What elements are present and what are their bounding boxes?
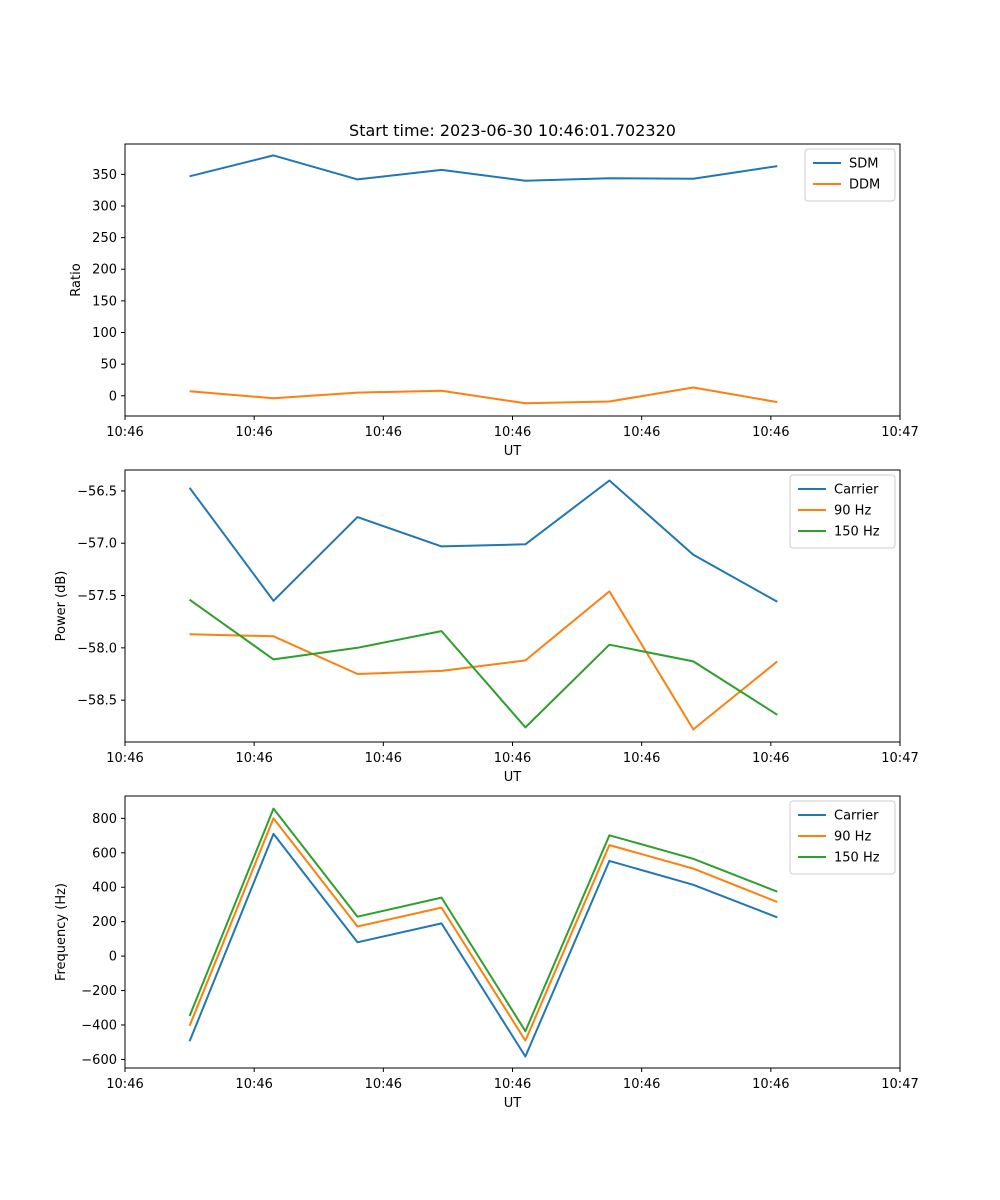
y-tick-label: −400 bbox=[81, 1018, 117, 1033]
x-tick-label: 10:46 bbox=[494, 1077, 531, 1092]
y-tick-label: −56.5 bbox=[77, 484, 117, 499]
series-line-90-hz bbox=[189, 590, 778, 731]
y-tick-label: 250 bbox=[92, 231, 117, 246]
y-tick-label: 300 bbox=[92, 199, 117, 214]
legend-box bbox=[789, 474, 896, 549]
y-tick-label: 100 bbox=[92, 326, 117, 341]
y-tick-label: 50 bbox=[100, 358, 117, 373]
y-tick-label: 200 bbox=[92, 915, 117, 930]
x-tick-label: 10:46 bbox=[623, 1077, 660, 1092]
y-axis-label: Frequency (Hz) bbox=[54, 883, 69, 981]
x-tick-label: 10:46 bbox=[494, 425, 531, 440]
subplot-3: 10:46 10:46 10:46 10:46 10:46 10:46 10:47 −600 −… bbox=[54, 795, 919, 1111]
x-tick-label: 10:47 bbox=[881, 425, 918, 440]
series-line-90-hz bbox=[188, 817, 778, 1042]
y-tick-label: 200 bbox=[92, 263, 117, 278]
legend-entry: 150 Hz bbox=[834, 525, 880, 540]
x-tick-label: 10:46 bbox=[365, 1077, 402, 1092]
x-tick-label: 10:46 bbox=[235, 1077, 272, 1092]
legend-entry: Carrier bbox=[834, 809, 879, 824]
legend: Carrier 90 Hz 150 Hz bbox=[789, 474, 896, 549]
y-tick-label: −600 bbox=[81, 1053, 117, 1068]
x-tick-label: 10:46 bbox=[623, 425, 660, 440]
series-line-sdm bbox=[189, 154, 778, 182]
y-tick-label: −58.5 bbox=[77, 694, 117, 709]
x-tick-label: 10:46 bbox=[365, 751, 402, 766]
y-tick-label: 0 bbox=[109, 950, 117, 965]
y-tick-label: −57.5 bbox=[77, 589, 117, 604]
x-axis-label: UT bbox=[504, 1096, 522, 1111]
x-tick-label: 10:46 bbox=[623, 751, 660, 766]
x-tick-label: 10:46 bbox=[752, 751, 789, 766]
x-axis-label: UT bbox=[504, 444, 522, 459]
plots: 10:46 10:46 10:46 10:46 10:46 10:46 10:47 0 50 10… bbox=[54, 143, 919, 1111]
y-tick-label: −57.0 bbox=[77, 537, 117, 552]
y-tick-label: 0 bbox=[109, 389, 117, 404]
x-tick-label: 10:46 bbox=[752, 1077, 789, 1092]
y-axis-label: Power (dB) bbox=[54, 571, 69, 642]
x-tick-label: 10:47 bbox=[881, 751, 918, 766]
x-tick-label: 10:46 bbox=[752, 425, 789, 440]
y-axis-label: Ratio bbox=[69, 263, 84, 296]
legend-entry: 90 Hz bbox=[834, 830, 871, 845]
y-tick-label: 600 bbox=[92, 846, 117, 861]
figure-title: Start time: 2023-06-30 10:46:01.702320 bbox=[349, 121, 676, 140]
series-line-ddm bbox=[189, 386, 778, 405]
y-tick-label: 350 bbox=[92, 168, 117, 183]
subplot-1: 10:46 10:46 10:46 10:46 10:46 10:46 10:47 0 50 10… bbox=[69, 143, 919, 459]
series-line-carrier bbox=[188, 832, 778, 1058]
y-tick-label: 400 bbox=[92, 881, 117, 896]
legend-entry: SDM bbox=[849, 157, 878, 172]
series-line-carrier bbox=[188, 479, 778, 603]
legend-entry: 90 Hz bbox=[834, 504, 871, 519]
x-tick-label: 10:47 bbox=[881, 1077, 918, 1092]
legend: SDM DDM bbox=[804, 148, 896, 202]
legend-entry: Carrier bbox=[834, 483, 879, 498]
y-tick-label: 150 bbox=[92, 294, 117, 309]
x-tick-label: 10:46 bbox=[106, 751, 143, 766]
x-tick-label: 10:46 bbox=[365, 425, 402, 440]
legend-entry: 150 Hz bbox=[834, 851, 880, 866]
y-tick-label: −200 bbox=[81, 984, 117, 999]
subplot-2: 10:46 10:46 10:46 10:46 10:46 10:46 10:47 −58.5… bbox=[54, 469, 919, 785]
x-tick-label: 10:46 bbox=[106, 1077, 143, 1092]
series-line-150-hz bbox=[189, 598, 778, 729]
legend: Carrier 90 Hz 150 Hz bbox=[789, 800, 896, 875]
legend-entry: DDM bbox=[849, 178, 880, 193]
x-axis-label: UT bbox=[504, 770, 522, 785]
y-tick-label: 800 bbox=[92, 812, 117, 827]
y-tick-label: −58.0 bbox=[77, 641, 117, 656]
x-tick-label: 10:46 bbox=[235, 425, 272, 440]
x-tick-label: 10:46 bbox=[494, 751, 531, 766]
series-line-150-hz bbox=[188, 807, 778, 1033]
x-tick-label: 10:46 bbox=[235, 751, 272, 766]
legend-box bbox=[789, 800, 896, 875]
x-tick-label: 10:46 bbox=[106, 425, 143, 440]
